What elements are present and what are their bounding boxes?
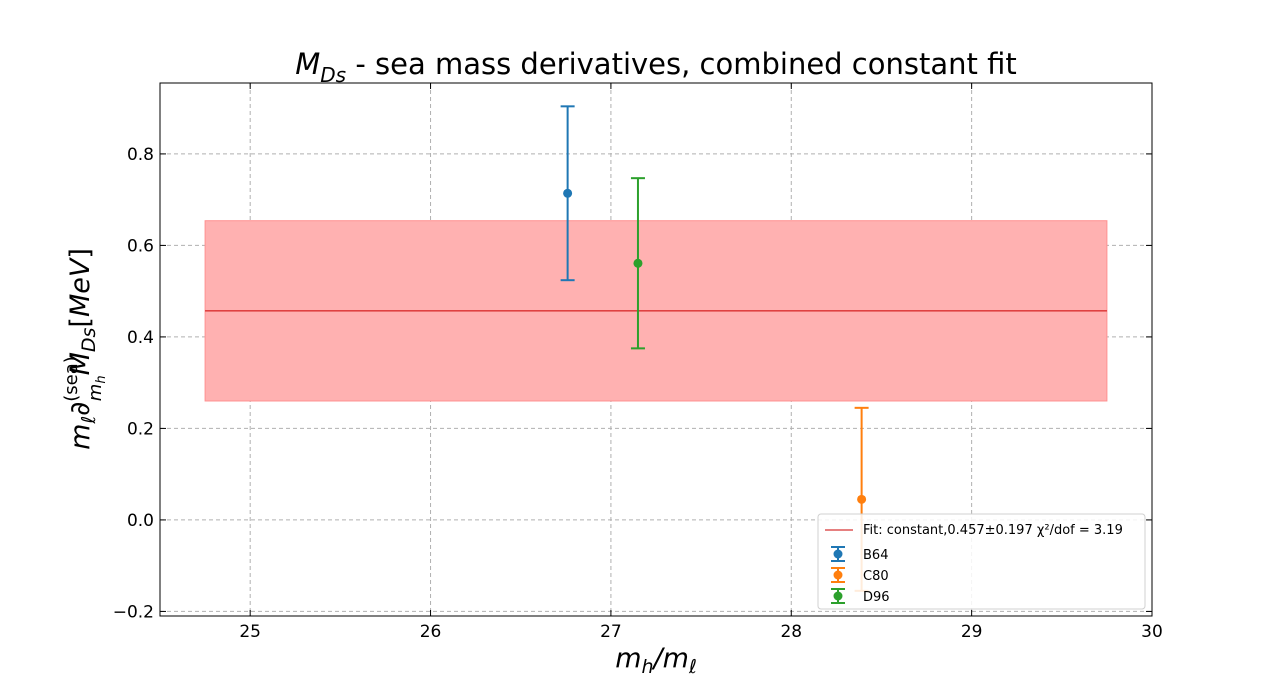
x-tick-label: 30: [1141, 622, 1163, 642]
x-tick-label: 26: [420, 622, 442, 642]
data-point: [563, 188, 573, 198]
y-tick-label: −0.2: [113, 602, 154, 622]
title-rest: - sea mass derivatives, combined constan…: [346, 47, 1017, 81]
legend-label: C80: [863, 569, 889, 584]
plot-frame: [159, 82, 1153, 617]
x-tick-label: 29: [961, 622, 983, 642]
legend-box: [817, 513, 1146, 610]
x-tick-label: 28: [780, 622, 802, 642]
legend-fit-label: Fit: constant,0.457±0.197 χ²/dof = 3.19: [863, 523, 1123, 538]
legend-swatch-marker: [833, 591, 843, 601]
y-tick-label: 0.6: [127, 236, 154, 256]
data-point: [857, 494, 867, 504]
y-tick-label: 0.2: [127, 419, 154, 439]
y-axis-label: mℓ∂(sea) mhMDs[MeV]: [61, 248, 109, 450]
ticks-layer: 25 26 27 28 29 30 −0.2 0.0 0.2 0.4 0.6 0.8: [113, 83, 1163, 642]
fit-band-layer: [204, 220, 1108, 402]
data-point: [633, 258, 643, 268]
y-tick-label: 0.0: [127, 511, 154, 531]
x-tick-label: 25: [239, 622, 261, 642]
legend-swatch-marker: [833, 570, 843, 580]
series-d96: [630, 177, 645, 350]
legend-label: D96: [863, 590, 890, 605]
series-b64: [560, 105, 575, 282]
y-tick-label: 0.8: [127, 145, 154, 165]
y-tick-label: 0.4: [127, 328, 154, 348]
legend-label: B64: [863, 548, 888, 563]
chart-title: MDs - sea mass derivatives, combined con…: [295, 47, 1016, 87]
x-tick-label: 27: [600, 622, 622, 642]
legend: Fit: constant,0.457±0.197 χ²/dof = 3.19 B…: [817, 513, 1146, 610]
legend-swatch-marker: [833, 549, 843, 559]
x-axis-label: mh/mℓ: [615, 643, 697, 678]
title-subscript: Ds: [320, 63, 346, 87]
title-main-symbol: M: [295, 47, 320, 81]
